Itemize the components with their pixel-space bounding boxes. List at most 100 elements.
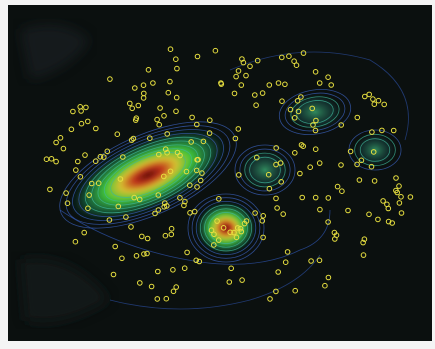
marker-circle [57, 135, 64, 141]
marker-circle [322, 282, 328, 289]
marker-circle [155, 207, 162, 213]
marker-circle [211, 242, 217, 248]
marker-circle [275, 80, 282, 86]
marker-circle [380, 198, 386, 204]
marker-circle [389, 220, 396, 226]
marker-circle [279, 54, 285, 61]
contour-line [109, 254, 321, 310]
marker-circle [152, 210, 158, 217]
marker-circle [259, 90, 266, 96]
marker-circle [164, 203, 170, 209]
marker-circle [120, 154, 126, 160]
marker-circle [195, 156, 201, 163]
marker-circle [375, 216, 381, 223]
contour-line [249, 156, 281, 184]
marker-circle [370, 149, 377, 155]
marker-circle [155, 268, 161, 275]
marker-circle [128, 224, 134, 230]
marker-circle [292, 287, 299, 294]
marker-circle [131, 194, 137, 201]
marker-circle [328, 82, 335, 88]
marker-circle [200, 138, 207, 145]
contour-line [187, 193, 265, 263]
marker-circle [78, 108, 84, 114]
marker-circle [144, 250, 150, 257]
marker-circle [237, 225, 244, 232]
marker-circle [325, 274, 332, 281]
marker-circle [369, 129, 375, 135]
marker-circle [228, 265, 234, 272]
marker-circle [233, 73, 239, 80]
marker-circle [194, 121, 200, 128]
contour-line [244, 152, 286, 188]
marker-circle [226, 279, 233, 285]
marker-circle [199, 170, 205, 176]
marker-circle [139, 233, 145, 240]
marker-circle [82, 152, 88, 158]
marker-circle [234, 225, 241, 231]
marker-circle [167, 78, 173, 85]
contour-line [191, 197, 261, 259]
marker-circle [325, 195, 332, 201]
marker-circle [189, 114, 195, 121]
marker-circle [356, 177, 363, 183]
marker-circle [207, 117, 213, 123]
marker-circle [300, 50, 307, 56]
marker-circle [291, 115, 298, 121]
marker-circle [331, 229, 338, 236]
marker-circle [307, 164, 314, 170]
marker-circle [260, 234, 266, 241]
contour-line [208, 212, 244, 244]
marker-circle [72, 238, 79, 245]
marker-circle [227, 229, 233, 236]
marker-circle [313, 117, 319, 124]
marker-circle [164, 149, 170, 156]
marker-circle [119, 255, 125, 262]
marker-circle [154, 116, 160, 123]
marker-circle [368, 163, 375, 170]
marker-circle [135, 102, 142, 109]
marker-circle [312, 127, 319, 134]
marker-circle [161, 204, 167, 210]
contour-line [296, 100, 334, 124]
contour-line [229, 51, 409, 141]
marker-circle [168, 231, 175, 238]
contour-line [204, 208, 248, 248]
marker-circle [339, 188, 345, 194]
marker-circle [218, 81, 225, 87]
marker-circle [252, 92, 258, 98]
marker-circle [93, 125, 99, 132]
marker-circle [266, 82, 273, 88]
marker-circle [275, 269, 282, 275]
marker-circle [371, 178, 378, 184]
marker-circle [92, 158, 99, 164]
marker-circle [170, 267, 176, 273]
marker-circle [398, 194, 404, 200]
marker-circle [170, 288, 177, 295]
marker-circle [309, 105, 316, 112]
marker-circle [407, 194, 414, 200]
marker-circle [114, 131, 121, 137]
marker-circle [216, 196, 222, 202]
marker-circle [211, 231, 217, 238]
background-texture [20, 24, 90, 80]
marker-circle [73, 167, 79, 173]
marker-circle [165, 89, 172, 96]
marker-circle [141, 251, 147, 257]
marker-circle [157, 105, 163, 111]
marker-circle [284, 249, 291, 255]
marker-circle [274, 205, 280, 211]
marker-circle [173, 108, 179, 115]
marker-circle [97, 153, 104, 160]
marker-circle [398, 210, 405, 216]
marker-circle [156, 151, 162, 158]
contour-line [84, 136, 212, 214]
marker-circle [231, 229, 237, 236]
marker-circle [235, 126, 242, 132]
marker-circle [308, 258, 314, 264]
marker-circle [286, 53, 292, 60]
marker-circle [115, 203, 122, 210]
marker-circle [43, 156, 50, 162]
marker-circle [291, 58, 297, 65]
marker-circle [81, 229, 87, 236]
